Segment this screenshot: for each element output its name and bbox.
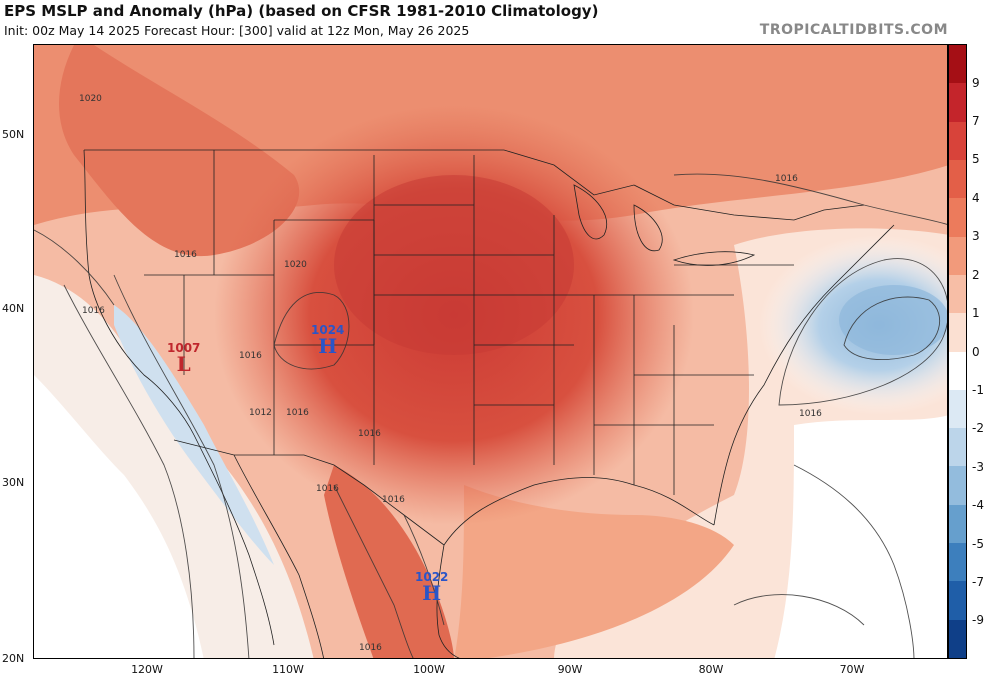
lat-label: 30N [2,476,25,489]
colorbar-label: 5 [972,152,980,166]
isobar-label: 1016 [82,306,105,316]
isobar-label: 1016 [316,484,339,494]
isobars [34,173,947,658]
colorbar-label: 0 [972,345,980,359]
borders [83,149,895,658]
colorbar-label: 7 [972,114,980,128]
colorbar-label: 2 [972,268,980,282]
colorbar-swatch [949,274,966,314]
isobar-southeast [793,464,915,658]
isobar-pacific-2 [113,274,250,658]
low-pressure-system: 1007 L [167,342,200,374]
colorbar [948,44,967,659]
colorbar-swatch [949,619,966,658]
low-pressure-value: 1007 [167,341,201,355]
isobar-label: 1016 [775,174,798,184]
high-pressure-value: 1022 [415,570,449,584]
isobar-label: 1016 [359,643,382,653]
state-lines-central [373,155,574,465]
colorbar-label: 1 [972,306,980,320]
lon-label: 100W [413,663,445,676]
isobar-label: 1012 [249,408,272,418]
pacific-blue-region [34,375,204,658]
colorbar-swatch [949,581,966,620]
colorbar-swatch [949,466,966,505]
baja-coast [193,434,275,646]
isobar-label: 1016 [239,351,262,361]
colorbar-label: 3 [972,229,980,243]
anomaly-map: 1020 1016 1016 1016 1012 1016 1016 1016 … [33,44,948,659]
isobar-atlantic-inner [843,296,941,360]
lon-label: 70W [839,663,865,676]
lon-label: 120W [131,663,163,676]
colorbar-label: -3 [972,460,984,474]
northwest-warm-region [59,45,300,257]
lat-label: 20N [2,652,25,665]
isobar-labels: 1020 1016 1016 1016 1012 1016 1016 1016 … [79,94,822,653]
state-lines-east [554,264,794,495]
gulf-coast [443,477,715,546]
high-pressure-system-rockies: 1024 H [311,324,344,356]
us-canada-border [84,149,865,221]
lat-label: 50N [2,128,25,141]
plains-core [334,175,574,355]
colorbar-swatch [949,428,966,467]
lon-label: 110W [272,663,304,676]
colorbar-label: -9 [972,613,984,627]
lat-label: 40N [2,302,25,315]
colorbar-label: -7 [972,575,984,589]
map-subtitle: Init: 00z May 14 2025 Forecast Hour: [30… [4,23,470,38]
isobar-label: 1016 [799,409,822,419]
colorbar-label: -2 [972,421,984,435]
high-pressure-system-mexico: 1022 H [415,571,448,603]
colorbar-swatch [949,351,966,390]
isobar-mexico [333,484,414,658]
colorbar-swatch [949,236,966,275]
isobar-label: 1020 [284,260,307,270]
colorbar-swatch [949,389,966,429]
isobar-pacific [63,284,195,658]
colorbar-swatch [949,159,966,199]
colorbar-label: -5 [972,537,984,551]
mexico-east-coast [436,544,460,658]
isobar-atlantic-low [778,258,947,406]
high-pressure-letter: H [318,334,338,358]
low-pressure-letter: L [176,352,191,376]
great-lakes [573,184,756,266]
gulf-region [454,485,734,658]
isobar-southeast-2 [733,594,865,626]
colorbar-label: -4 [972,498,984,512]
map-canvas: 1020 1016 1016 1016 1012 1016 1016 1016 … [34,45,947,658]
high-pressure-value: 1024 [311,323,345,337]
isobar-label: 1020 [79,94,102,104]
lon-label: 90W [557,663,583,676]
colorbar-swatch [949,121,966,160]
colorbar-label: 4 [972,191,980,205]
isobar-plains [273,292,350,370]
isobar-west-1016 [34,229,115,306]
colorbar-swatch [949,198,966,237]
colorbar-swatch [949,504,966,544]
mexico-west-coast [233,454,324,658]
isobar-east-1016 [673,173,947,225]
colorbar-swatch [949,543,966,582]
high-pressure-letter: H [422,581,442,605]
colorbar-swatch [949,45,966,84]
atlantic-anomaly-core [839,285,947,355]
isobar-mexico-2 [403,514,445,626]
colorbar-swatch [949,83,966,122]
brand-label: TROPICALTIDBITS.COM [759,22,948,38]
mexico-warm-region [324,465,454,658]
isobar-label: 1016 [286,408,309,418]
east-coast [713,224,895,526]
colorbar-label: -1 [972,383,984,397]
isobar-label: 1016 [382,495,405,505]
lon-label: 80W [698,663,724,676]
isobar-label: 1016 [174,250,197,260]
colorbar-swatch [949,313,966,352]
isobar-label: 1016 [358,429,381,439]
west-coast [83,149,195,436]
colorbar-label: 9 [972,76,980,90]
map-title: EPS MSLP and Anomaly (hPa) (based on CFS… [4,2,599,20]
